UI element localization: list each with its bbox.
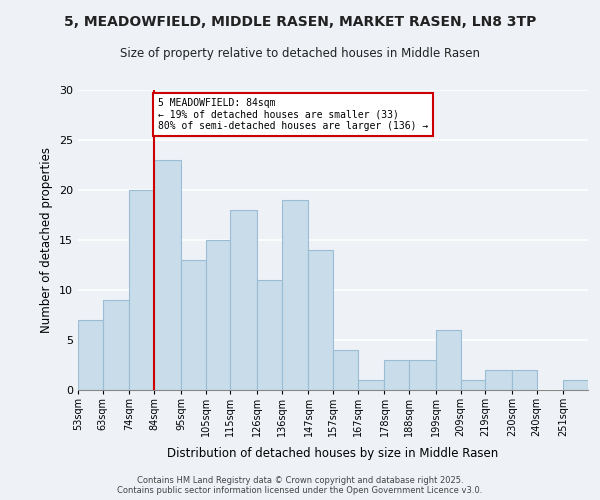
X-axis label: Distribution of detached houses by size in Middle Rasen: Distribution of detached houses by size …: [167, 448, 499, 460]
Bar: [461, 380, 485, 390]
Bar: [333, 350, 358, 390]
Bar: [154, 160, 181, 390]
Text: Size of property relative to detached houses in Middle Rasen: Size of property relative to detached ho…: [120, 48, 480, 60]
Bar: [230, 210, 257, 390]
Bar: [205, 240, 230, 390]
Bar: [281, 200, 308, 390]
Bar: [409, 360, 436, 390]
Bar: [103, 300, 130, 390]
Bar: [436, 330, 461, 390]
Y-axis label: Number of detached properties: Number of detached properties: [40, 147, 53, 333]
Text: 5 MEADOWFIELD: 84sqm
← 19% of detached houses are smaller (33)
80% of semi-detac: 5 MEADOWFIELD: 84sqm ← 19% of detached h…: [158, 98, 428, 131]
Text: Contains HM Land Registry data © Crown copyright and database right 2025.: Contains HM Land Registry data © Crown c…: [137, 476, 463, 485]
Bar: [181, 260, 205, 390]
Text: 5, MEADOWFIELD, MIDDLE RASEN, MARKET RASEN, LN8 3TP: 5, MEADOWFIELD, MIDDLE RASEN, MARKET RAS…: [64, 15, 536, 29]
Bar: [385, 360, 409, 390]
Bar: [563, 380, 588, 390]
Bar: [78, 320, 103, 390]
Bar: [485, 370, 512, 390]
Bar: [512, 370, 536, 390]
Bar: [257, 280, 281, 390]
Bar: [308, 250, 333, 390]
Bar: [358, 380, 385, 390]
Text: Contains public sector information licensed under the Open Government Licence v3: Contains public sector information licen…: [118, 486, 482, 495]
Bar: [130, 190, 154, 390]
